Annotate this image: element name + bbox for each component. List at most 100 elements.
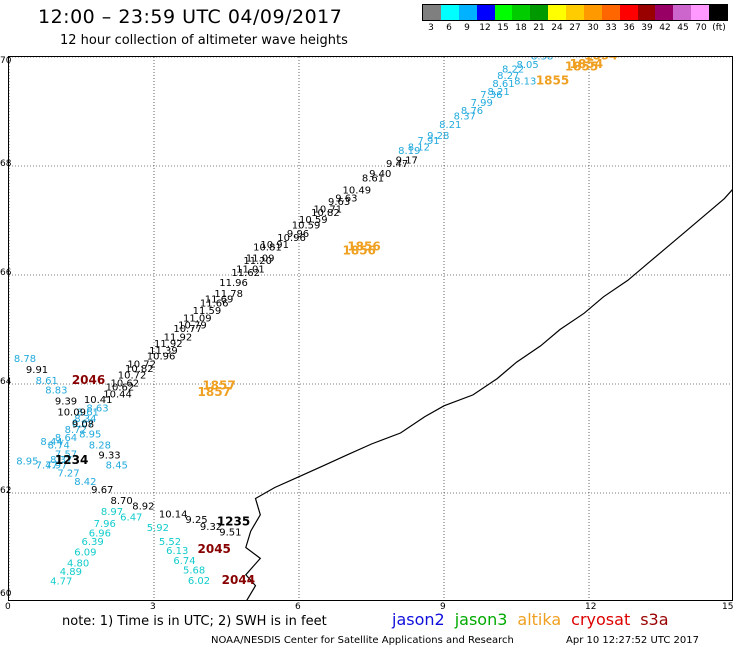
colorbar-swatch (673, 5, 692, 20)
track-label: 8.95 (79, 429, 101, 440)
track-label: 11.09 (246, 253, 275, 264)
colorbar-swatches (422, 4, 728, 21)
track-label: 9.08 (72, 420, 94, 431)
track-label: 8.95 (16, 457, 38, 468)
track-label: 6.09 (74, 548, 96, 559)
track-label: 8.74 (48, 440, 70, 451)
track-label: 10.82 (125, 364, 154, 375)
colorbar-swatch (655, 5, 674, 20)
colorbar-swatch (637, 5, 656, 20)
track-label: 1854 (570, 57, 603, 71)
track-label: 8.34 (74, 414, 96, 425)
colorbar-swatch (530, 5, 549, 20)
colorbar-label: 30 (587, 23, 599, 33)
colorbar-label: 36 (623, 23, 635, 33)
track-label: 8.44 (40, 437, 62, 448)
track-label: 1854 (584, 57, 617, 63)
colorbar-label: 45 (677, 23, 689, 33)
track-label: 6.02 (188, 576, 210, 587)
colorbar-swatch (691, 5, 709, 20)
track-label: 5.92 (147, 523, 169, 534)
colorbar-labels: 3 6 9 12 15 18 21 24 27 30 33 36 39 42 45 70 (ft) (422, 23, 728, 33)
track-label: 9.40 (369, 169, 391, 180)
track-label: 9.63 (335, 193, 357, 204)
track-label: 1235 (217, 515, 250, 529)
track-label: 8.76 (461, 106, 483, 117)
track-label: 8.45 (106, 460, 128, 471)
track-label: 7.91 (417, 136, 439, 147)
track-label: 8.78 (14, 354, 36, 365)
track-label: 11.01 (236, 264, 265, 275)
colorbar-swatch (619, 5, 638, 20)
colorbar-label: 27 (569, 23, 581, 33)
track-label: 8.61 (36, 376, 58, 387)
track-label: 1234 (55, 453, 88, 467)
credit-text: NOAA/NESDIS Center for Satellite Applica… (211, 635, 514, 646)
lon-tick-label: 15 (722, 602, 734, 612)
satellite-legend: jason2 jason3 altika cryosat s3a (392, 610, 679, 629)
track-label: 4.77 (50, 577, 72, 588)
track-label: 8.63 (86, 403, 108, 414)
footnote: note: 1) Time is in UTC; 2) SWH is in fe… (62, 614, 327, 629)
track-label: 8.97 (101, 507, 123, 518)
map-panel[interactable]: 8.3818541854185518558.058.228.278.618.13… (8, 56, 733, 601)
track-label: 8.42 (74, 477, 96, 488)
track-label: 8.61 (362, 173, 384, 184)
track-label: 8.61 (77, 408, 99, 419)
track-label: 7.36 (480, 90, 502, 101)
track-label: 1857 (198, 385, 231, 399)
map-canvas[interactable]: 8.3818541854185518558.058.228.278.618.13… (9, 57, 733, 601)
track-label: 9.28 (427, 131, 449, 142)
track-label: 6.74 (173, 556, 195, 567)
lon-tick-label: 6 (295, 602, 301, 612)
colorbar-label: 18 (515, 23, 527, 33)
track-label: 11.39 (149, 346, 178, 357)
lat-tick-label: 60 (0, 589, 12, 599)
track-label: 8.38 (531, 57, 553, 63)
track-label: 8.64 (55, 433, 77, 444)
legend-item-s3a: s3a (640, 610, 669, 629)
colorbar-label: 39 (641, 23, 653, 33)
track-label: 11.96 (219, 278, 248, 289)
colorbar-swatch (566, 5, 584, 20)
legend-item-jason3: jason3 (454, 610, 508, 629)
colorbar-label: 9 (464, 23, 470, 33)
track-label: 5.52 (159, 537, 181, 548)
colorbar-legend: 3 6 9 12 15 18 21 24 27 30 33 36 39 42 45 70 (ft) (422, 4, 728, 34)
coastline (244, 189, 732, 600)
track-label: 9.47 (386, 159, 408, 170)
track-label: 11.92 (164, 332, 193, 343)
legend-item-jason2: jason2 (392, 610, 445, 629)
track-label: 1855 (565, 60, 598, 74)
lat-tick-label: 70 (0, 56, 12, 66)
track-label: 9.25 (185, 515, 207, 526)
page-title: 12:00 – 23:59 UTC 04/09/2017 (38, 6, 343, 28)
track-label: 10.14 (159, 510, 188, 521)
track-label: 2044 (222, 573, 255, 587)
colorbar-swatch (458, 5, 477, 20)
colorbar-label: 3 (428, 23, 434, 33)
track-label: 6.13 (166, 546, 188, 557)
track-label: 10.72 (118, 371, 147, 382)
legend-item-cryosat: cryosat (571, 610, 631, 629)
track-label: 11.62 (231, 268, 260, 279)
track-label: 10.72 (127, 360, 156, 371)
track-label: 9.91 (26, 365, 48, 376)
colorbar-label: 24 (551, 23, 563, 33)
track-label: 10.62 (111, 379, 140, 390)
colorbar-label: 15 (497, 23, 509, 33)
colorbar-swatch (601, 5, 620, 20)
track-label: 8.27 (497, 71, 519, 82)
track-label: 9.51 (219, 528, 241, 539)
track-label: 9.96 (287, 229, 309, 240)
track-label: 10.91 (260, 240, 289, 251)
track-label: 7.97 (45, 460, 67, 471)
track-label: 8.61 (492, 79, 514, 90)
track-label: 10.96 (277, 233, 306, 244)
track-label: 9.39 (55, 397, 77, 408)
track-label: 11.92 (154, 339, 183, 350)
legend-item-altika: altika (517, 610, 562, 629)
track-label: 10.59 (299, 215, 328, 226)
track-label: 11.69 (205, 294, 234, 305)
track-label: 9.17 (396, 155, 418, 166)
